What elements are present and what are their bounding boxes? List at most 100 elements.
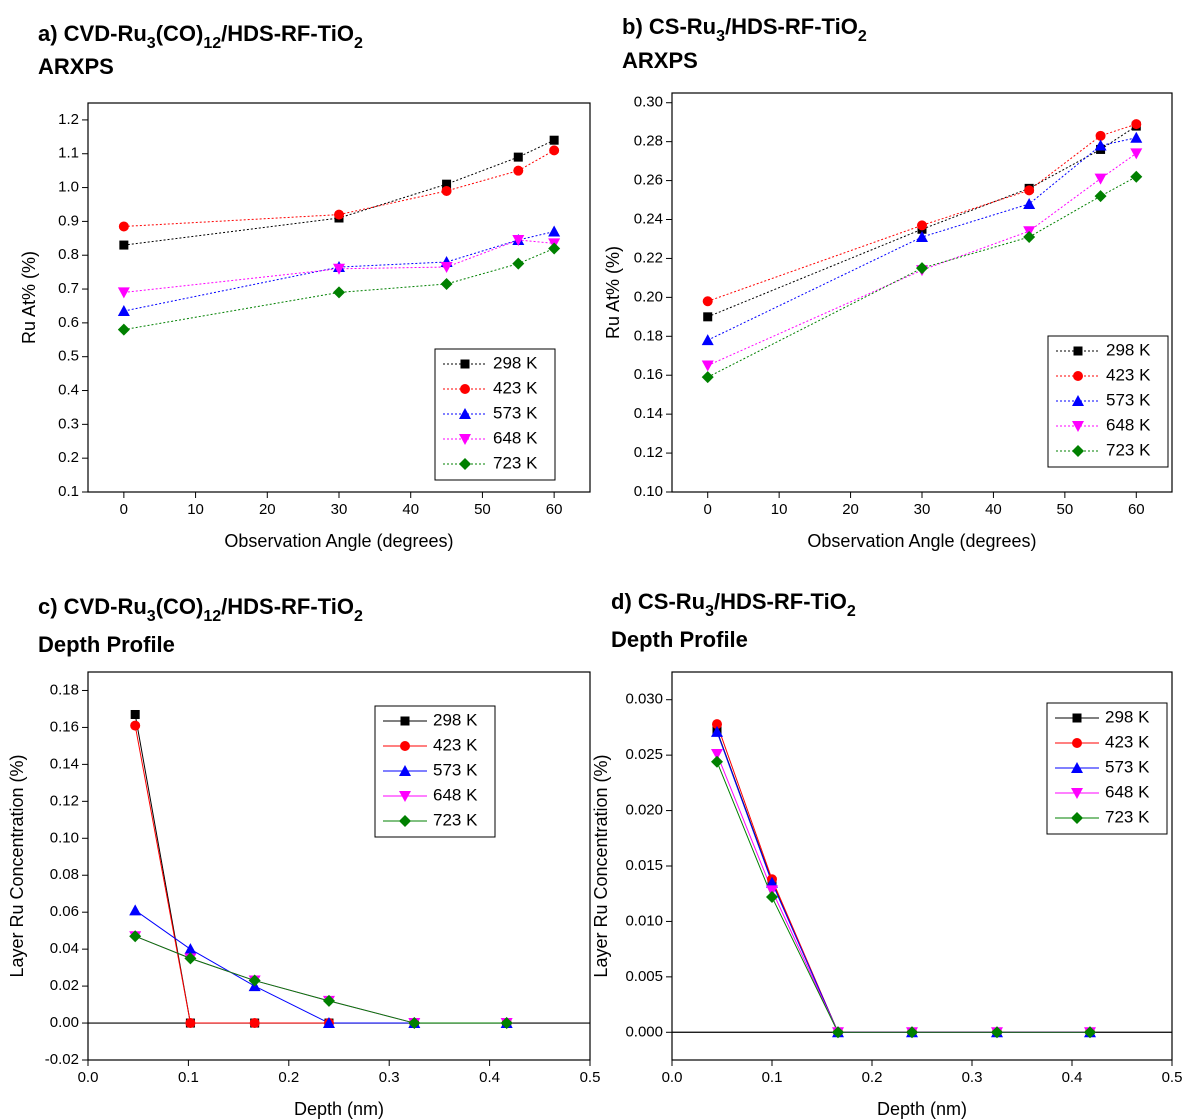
x-tick-label: 0.2 [862,1069,883,1086]
legend-label: 648 K [1105,782,1150,801]
x-axis-label: Observation Angle (degrees) [807,531,1036,551]
marker [711,755,723,768]
marker [1131,119,1142,130]
legend-label: 298 K [493,353,538,372]
marker [184,952,197,965]
y-tick-label: 0.10 [634,483,663,500]
y-tick-label: 0.20 [634,288,663,305]
y-tick-label: 1.2 [58,111,79,128]
x-tick-label: 20 [842,501,859,518]
marker [1072,421,1084,432]
marker [906,1026,918,1039]
legend-label: 723 K [1106,440,1151,459]
marker [248,974,261,987]
y-tick-label: 0.14 [634,405,663,422]
chart-subtitle: ARXPS [38,54,114,79]
series-line [707,125,1137,318]
legend-label: 648 K [433,785,478,804]
marker [1071,812,1083,824]
series-line [134,909,507,1024]
legend-label: 723 K [493,453,538,472]
marker [512,257,525,270]
marker [703,312,713,322]
y-tick-label: 0.06 [50,903,79,920]
marker [1072,738,1082,748]
marker [701,371,714,384]
x-tick-label: 0.0 [78,1069,99,1086]
x-tick-label: 20 [259,501,276,518]
y-tick-label: 0.00 [50,1014,79,1031]
y-tick-label: 0.02 [50,977,79,994]
marker [117,305,130,317]
y-tick-label: 0.015 [625,857,663,874]
marker [549,135,559,145]
marker [129,930,142,943]
x-tick-label: 0.4 [1062,1069,1083,1086]
chart-title: d) CS-Ru3/HDS-RF-TiO2 [611,589,856,620]
series-line [707,152,1137,366]
y-tick-label: 0.26 [634,172,663,189]
x-tick-label: 0.1 [178,1069,199,1086]
marker [711,725,723,737]
x-tick-label: 50 [1057,501,1074,518]
legend-label: 648 K [1106,415,1151,434]
chart-title: b) CS-Ru3/HDS-RF-TiO2 [622,14,867,45]
marker [766,891,778,904]
marker [118,221,129,232]
y-tick-label: 0.020 [625,802,663,819]
x-axis-label: Observation Angle (degrees) [224,531,453,551]
marker [1073,346,1083,356]
x-tick-label: 50 [474,501,491,518]
marker [548,242,561,255]
marker [711,749,723,761]
marker [117,287,130,299]
y-tick-label: 0.12 [634,444,663,461]
legend-label: 298 K [1106,340,1151,359]
marker [119,240,129,250]
marker [1130,170,1143,183]
y-tick-label: 0.18 [634,327,663,344]
marker [916,262,928,275]
y-tick-label: 0.14 [50,755,79,772]
marker [184,943,197,955]
y-tick-label: 0.025 [625,746,663,763]
marker [440,277,453,290]
legend-label: 423 K [493,378,538,397]
marker [333,263,345,275]
legend-label: 298 K [433,710,478,729]
legend-label: 423 K [1105,732,1150,751]
marker [442,179,452,189]
marker [440,262,453,274]
y-tick-label: 0.6 [58,314,79,331]
marker [513,152,523,162]
y-tick-label: 0.1 [58,483,79,500]
series-line [123,139,555,246]
marker [1073,371,1083,381]
marker [334,209,344,220]
marker [399,765,411,776]
y-tick-label: 0.000 [625,1023,663,1040]
marker [1094,190,1107,203]
marker [322,994,335,1007]
marker [249,1018,260,1029]
y-tick-label: 0.28 [634,133,663,150]
marker [512,234,525,246]
legend-label: 423 K [433,735,478,754]
marker [399,815,411,827]
series-line [707,176,1137,378]
x-tick-label: 40 [402,501,419,518]
legend-label: 298 K [1105,707,1150,726]
y-tick-label: 0.4 [58,381,79,398]
marker [916,231,928,243]
plot-frame [87,671,591,1061]
marker [130,720,141,731]
y-tick-label: 0.22 [634,249,663,266]
y-tick-label: 0.16 [50,718,79,735]
marker [400,741,410,751]
marker [460,384,470,394]
chart-subtitle: ARXPS [622,48,698,73]
marker [702,296,713,307]
marker [701,334,714,346]
marker [185,1018,196,1029]
